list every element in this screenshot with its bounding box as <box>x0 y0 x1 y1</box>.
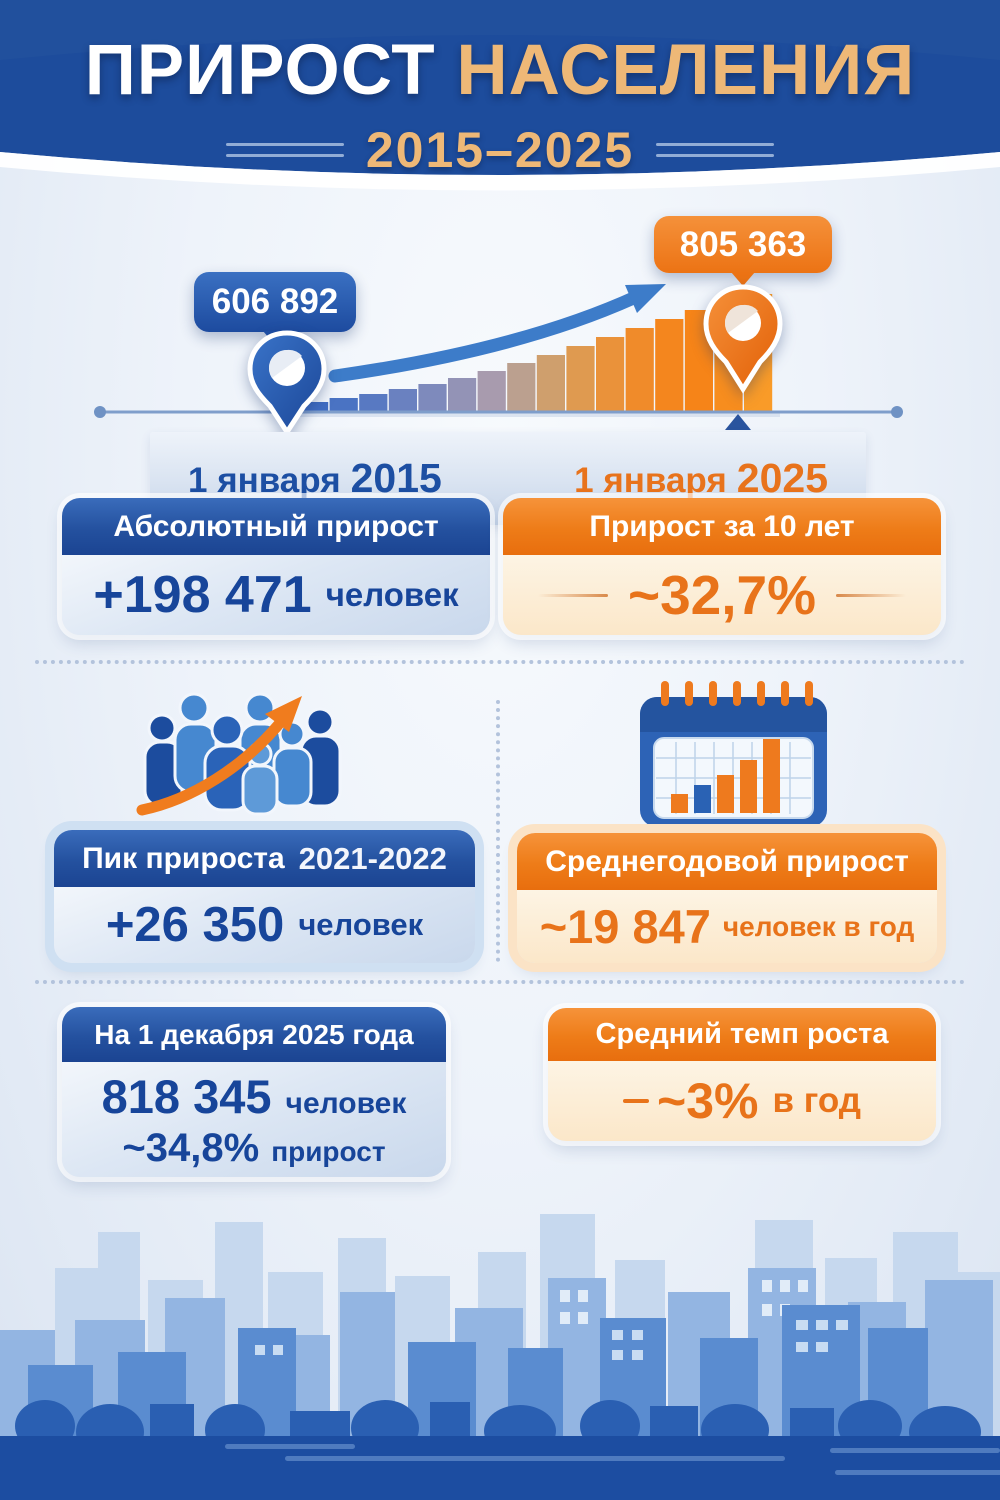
card-latest-title: На 1 декабря 2025 года <box>62 1007 446 1062</box>
card-growth-rate-title: Средний темп роста <box>548 1008 936 1061</box>
start-value: 606 892 <box>211 282 339 321</box>
timeline-start-date: 1 января 2015 <box>188 455 442 501</box>
latest-growth-percent: ~34,8% <box>122 1125 260 1170</box>
absolute-growth-value: +198 471 <box>93 566 312 624</box>
decade-growth-value: ~32,7% <box>627 564 817 626</box>
dotted-divider-top <box>35 660 965 664</box>
header: ПРИРОСТ НАСЕЛЕНИЯ 2015–2025 <box>0 0 1000 215</box>
card-absolute-growth: Абсолютный прирост +198 471 человек <box>62 498 490 635</box>
timeline-dot-left <box>94 406 106 418</box>
city-skyline <box>0 1214 1000 1500</box>
calendar-bars <box>671 739 780 813</box>
latest-population-unit: человек <box>285 1086 407 1120</box>
title-part-2: НАСЕЛЕНИЯ <box>456 31 916 110</box>
peak-growth-unit: человек <box>298 907 424 942</box>
latest-growth-percent-label: прирост <box>271 1135 386 1167</box>
ramp-baseline-shadow <box>298 412 780 417</box>
decorative-dash-right <box>836 593 907 597</box>
card-peak-title: Пик прироста <box>82 841 285 875</box>
end-value: 805 363 <box>679 224 807 264</box>
year-2025-pointer <box>725 414 751 430</box>
end-value-bubble: 805 363 <box>654 216 832 286</box>
page-title: ПРИРОСТ НАСЕЛЕНИЯ <box>0 30 1000 111</box>
subtitle-years: 2015–2025 <box>365 122 635 178</box>
decorative-dash-left <box>537 593 608 597</box>
dotted-divider-vertical <box>496 700 500 962</box>
card-decade-growth: Прирост за 10 лет ~32,7% <box>503 498 941 635</box>
growth-rate-unit: в год <box>772 1081 861 1120</box>
growth-rate-value: ~3% <box>657 1073 759 1129</box>
timeline-dot-right <box>891 406 903 418</box>
header-background <box>0 0 1000 191</box>
card-peak-growth: Пик прироста 2021-2022 +26 350 человек <box>54 830 475 963</box>
card-peak-period: 2021-2022 <box>298 840 447 876</box>
card-absolute-growth-title: Абсолютный прирост <box>62 498 490 555</box>
calendar-chart-icon <box>638 680 830 835</box>
start-value-bubble: 606 892 <box>194 272 356 345</box>
subtitle-flourish-left <box>225 143 344 157</box>
people-group-icon <box>132 686 354 825</box>
location-pin-end-icon <box>702 284 784 399</box>
people-growth-arrow-icon <box>136 696 302 816</box>
peak-growth-value: +26 350 <box>105 898 285 952</box>
annual-growth-value: ~19 847 <box>539 900 711 953</box>
absolute-growth-unit: человек <box>325 576 459 613</box>
card-annual-growth-title: Среднегодовой прирост <box>517 833 937 890</box>
card-growth-rate: Средний темп роста ~3% в год <box>548 1008 936 1141</box>
subtitle-flourish-right <box>656 143 775 157</box>
growth-arrow-icon <box>328 284 666 383</box>
card-decade-growth-title: Прирост за 10 лет <box>503 498 941 555</box>
decorative-dash <box>623 1099 650 1103</box>
title-part-1: ПРИРОСТ <box>84 31 436 110</box>
dotted-divider-bottom <box>35 980 965 984</box>
card-annual-growth: Среднегодовой прирост ~19 847 человек в … <box>517 833 937 963</box>
card-latest-population: На 1 декабря 2025 года 818 345 человек ~… <box>62 1007 446 1177</box>
annual-growth-unit: человек в год <box>722 910 915 942</box>
timeline-end-date: 1 января 2025 <box>574 455 828 501</box>
location-pin-start-icon <box>246 330 328 442</box>
latest-population-value: 818 345 <box>101 1069 272 1123</box>
